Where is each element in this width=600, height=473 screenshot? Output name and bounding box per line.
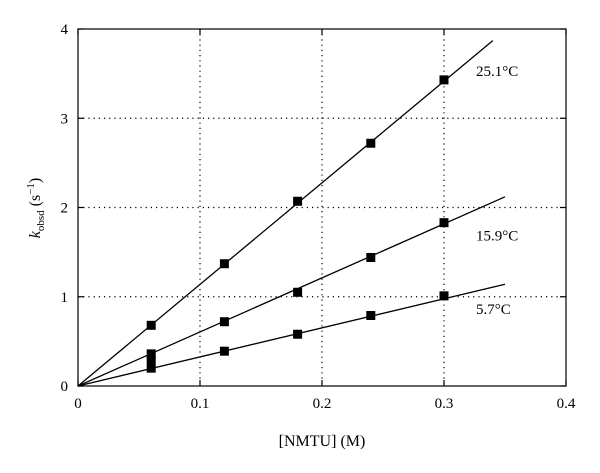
data-markers [146, 75, 449, 373]
y-axis-label: kobsd (s−1) [25, 178, 47, 239]
data-point [439, 218, 449, 228]
x-tick-label: 0.4 [557, 396, 576, 412]
series-label: 15.9°C [476, 229, 518, 245]
x-tick-label: 0.1 [191, 396, 210, 412]
fit-lines [77, 40, 506, 387]
y-label-unit-sup: −1 [25, 183, 37, 195]
data-point [293, 287, 303, 297]
x-tick-label: 0.3 [435, 396, 454, 412]
data-point [293, 196, 303, 206]
data-point [219, 317, 229, 327]
y-tick-label: 0 [61, 379, 69, 395]
data-point [146, 363, 156, 373]
data-point [219, 259, 229, 269]
y-label-unit-close: ) [27, 178, 44, 183]
x-tick-label: 0.2 [313, 396, 332, 412]
data-point [293, 329, 303, 339]
series-label: 25.1°C [476, 64, 518, 80]
data-point [146, 320, 156, 330]
y-tick-label: 2 [61, 201, 69, 217]
data-point [366, 310, 376, 320]
y-label-sub: obsd [35, 210, 47, 231]
fit-line [77, 40, 494, 387]
data-point [146, 349, 156, 359]
y-tick-label: 3 [61, 111, 69, 127]
data-point [146, 355, 156, 365]
data-point [439, 75, 449, 85]
x-axis-label: [NMTU] (M) [279, 433, 366, 450]
series-labels: 25.1°C 15.9°C 5.7°C [476, 64, 518, 318]
y-label-unit-open: (s [27, 195, 44, 211]
data-point [366, 252, 376, 262]
x-tick-label: 0 [74, 396, 82, 412]
tick-labels: 0 0.1 0.2 0.3 0.4 0 1 2 3 4 [61, 22, 576, 412]
series-label: 5.7°C [476, 302, 511, 318]
data-point [366, 138, 376, 148]
data-point [219, 346, 229, 356]
data-point [439, 291, 449, 301]
y-tick-label: 1 [61, 290, 69, 306]
grid [78, 29, 566, 386]
y-tick-label: 4 [61, 22, 69, 38]
y-label-main: k [27, 230, 44, 238]
